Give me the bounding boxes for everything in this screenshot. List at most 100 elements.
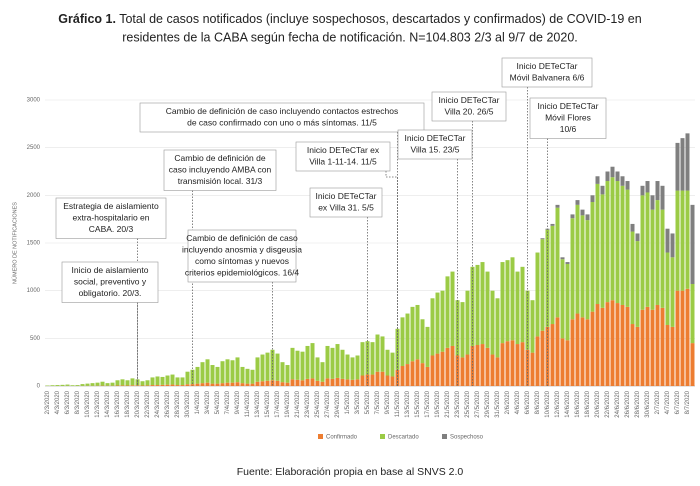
annotation-text: incluyendo anosmia y disgeusia xyxy=(182,245,302,255)
annotation-box xyxy=(501,57,593,88)
bar-segment xyxy=(665,324,670,386)
y-tick-label: 0 xyxy=(37,384,41,390)
x-tick-label: 4/7/2020 xyxy=(665,390,671,414)
bar-segment xyxy=(570,218,575,320)
bar-segment xyxy=(600,185,605,195)
annotation-text: Móvil Balvanera 6/6 xyxy=(510,73,585,83)
x-tick-label: 26/3/2020 xyxy=(165,390,171,417)
bar-segment xyxy=(575,313,580,386)
y-tick-label: 2500 xyxy=(27,145,41,151)
annotation-text: extra-hospitalario en xyxy=(72,213,149,223)
bar-segment xyxy=(470,345,475,386)
bar-segment xyxy=(225,382,230,386)
bar-segment xyxy=(580,317,585,386)
bar-segment xyxy=(435,292,440,354)
bar-segment xyxy=(650,309,655,386)
bar-segment xyxy=(240,383,245,386)
bar-segment xyxy=(185,384,190,386)
bar-segment xyxy=(390,352,395,377)
bar-segment xyxy=(360,342,365,376)
bar-segment xyxy=(270,380,275,386)
bar-segment xyxy=(195,383,200,386)
bar-segment xyxy=(125,380,130,386)
bar-segment xyxy=(605,302,610,386)
bar-segment xyxy=(580,209,585,216)
x-tick-label: 24/3/2020 xyxy=(155,390,161,417)
annotation-text: Cambio de definición de xyxy=(174,153,265,163)
bar-segment xyxy=(360,375,365,386)
bar-segment xyxy=(405,364,410,386)
bar-segment xyxy=(500,343,505,386)
x-tick-label: 29/4/2020 xyxy=(335,390,341,417)
bar-segment xyxy=(675,290,680,386)
x-tick-label: 13/5/2020 xyxy=(405,390,411,417)
bar-segment xyxy=(585,220,590,320)
bar-segment xyxy=(155,376,160,386)
bar-segment xyxy=(685,288,690,386)
x-tick-label: 23/5/2020 xyxy=(455,390,461,417)
bar-segment xyxy=(690,343,695,386)
bar-segment xyxy=(270,349,275,381)
bar-segment xyxy=(90,383,95,386)
bar-segment xyxy=(550,324,555,386)
x-tick-label: 28/6/2020 xyxy=(635,390,641,417)
bar-segment xyxy=(570,214,575,219)
x-tick-label: 19/5/2020 xyxy=(435,390,441,417)
bar-segment xyxy=(165,375,170,385)
bar-segment xyxy=(265,352,270,381)
bar-segment xyxy=(160,384,165,386)
annotation-box xyxy=(529,97,607,139)
bar-segment xyxy=(640,185,645,196)
x-tick-label: 25/5/2020 xyxy=(465,390,471,417)
bar-segment xyxy=(590,311,595,386)
bar-segment xyxy=(555,207,560,318)
bar-segment xyxy=(535,336,540,386)
chart-title: residentes de la CABA según fecha de not… xyxy=(122,30,578,44)
bar-segment xyxy=(435,353,440,386)
bar-segment xyxy=(430,298,435,356)
bar-segment xyxy=(140,381,145,386)
bar-segment xyxy=(280,362,285,383)
bar-segment xyxy=(550,225,555,325)
bar-segment xyxy=(170,374,175,385)
bar-segment xyxy=(630,223,635,232)
x-tick-label: 7/5/2020 xyxy=(375,390,381,414)
bar-segment xyxy=(560,257,565,260)
bar-segment xyxy=(475,345,480,386)
bar-segment xyxy=(540,238,545,240)
annotation-text: Villa 15. 23/5 xyxy=(411,145,460,155)
bar-segment xyxy=(400,317,405,366)
bar-segment xyxy=(605,171,610,182)
bar-segment xyxy=(510,340,515,386)
bar-segment xyxy=(545,229,550,327)
bar-segment xyxy=(595,304,600,386)
x-tick-label: 8/3/2020 xyxy=(75,390,81,414)
bar-segment xyxy=(430,355,435,386)
y-tick-label: 3000 xyxy=(27,98,41,104)
bar-segment xyxy=(290,347,295,380)
bar-segment xyxy=(465,354,470,386)
x-tick-label: 9/5/2020 xyxy=(385,390,391,414)
annotation-box xyxy=(431,91,507,122)
bar-segment xyxy=(185,371,190,385)
x-tick-label: 14/3/2020 xyxy=(105,390,111,417)
bar-segment xyxy=(635,241,640,327)
bar-segment xyxy=(495,357,500,386)
bar-segment xyxy=(215,383,220,386)
bar-segment xyxy=(575,204,580,314)
x-tick-label: 10/6/2020 xyxy=(545,390,551,417)
annotation-box xyxy=(397,129,473,160)
x-tick-label: 16/3/2020 xyxy=(115,390,121,417)
bar-segment xyxy=(525,349,530,386)
bar-segment xyxy=(175,385,180,386)
bar-segment xyxy=(500,262,505,344)
bar-segment xyxy=(380,371,385,386)
bar-segment xyxy=(485,271,490,348)
bar-segment xyxy=(295,350,300,380)
bar-segment xyxy=(640,309,645,386)
bar-segment xyxy=(555,317,560,386)
bar-segment xyxy=(620,185,625,305)
bar-segment xyxy=(680,138,685,191)
bar-segment xyxy=(625,306,630,386)
bar-segment xyxy=(260,381,265,386)
